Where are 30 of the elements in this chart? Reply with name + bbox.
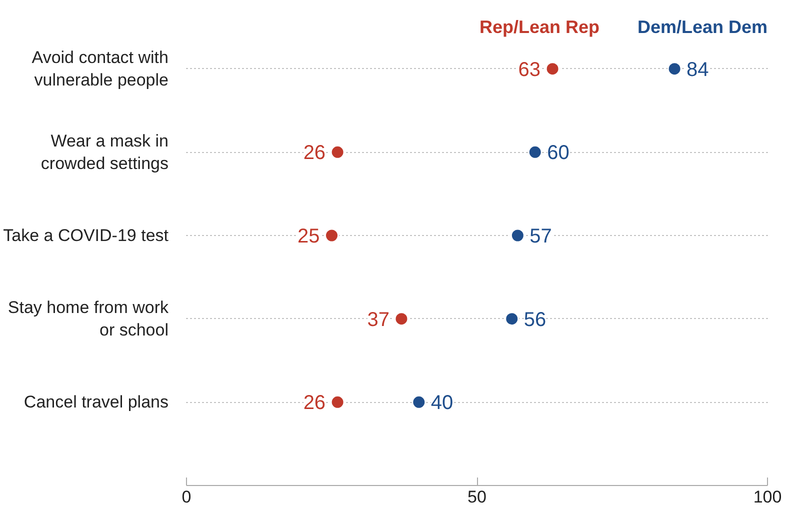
y-tick-label: Stay home from work or school (8, 298, 169, 340)
text: Dem/Lean Dem (637, 17, 768, 38)
data-label: 26 (303, 142, 326, 164)
x-tick-label: 0 (182, 488, 192, 505)
point (667, 62, 682, 76)
point (330, 394, 345, 410)
y-tick-label: Avoid contact with vulnerable people (32, 48, 169, 90)
y-tick-label: Take a COVID-19 test (3, 226, 169, 245)
point (412, 394, 426, 410)
point (324, 228, 339, 243)
x-tick-label: 100 (753, 488, 782, 505)
y-tick-label: Cancel travel plans (24, 392, 169, 412)
data-label: 56 (524, 308, 546, 331)
point (528, 144, 542, 160)
data-label: 60 (547, 142, 570, 164)
point (330, 144, 345, 160)
point (545, 62, 560, 76)
data-label: 84 (686, 58, 709, 81)
data-label: 37 (367, 308, 390, 331)
data-label: 25 (298, 226, 320, 248)
data-label: 57 (530, 226, 552, 248)
text: Rep/Lean Rep (479, 17, 600, 38)
point (504, 312, 520, 326)
x-tick-label: 50 (468, 488, 486, 505)
point (394, 312, 409, 326)
data-label: 63 (518, 58, 541, 81)
data-label: 26 (303, 392, 326, 414)
data-label: 40 (430, 392, 454, 414)
y-tick-label: Wear a mask in crowded settings (40, 131, 169, 174)
point (510, 228, 525, 243)
